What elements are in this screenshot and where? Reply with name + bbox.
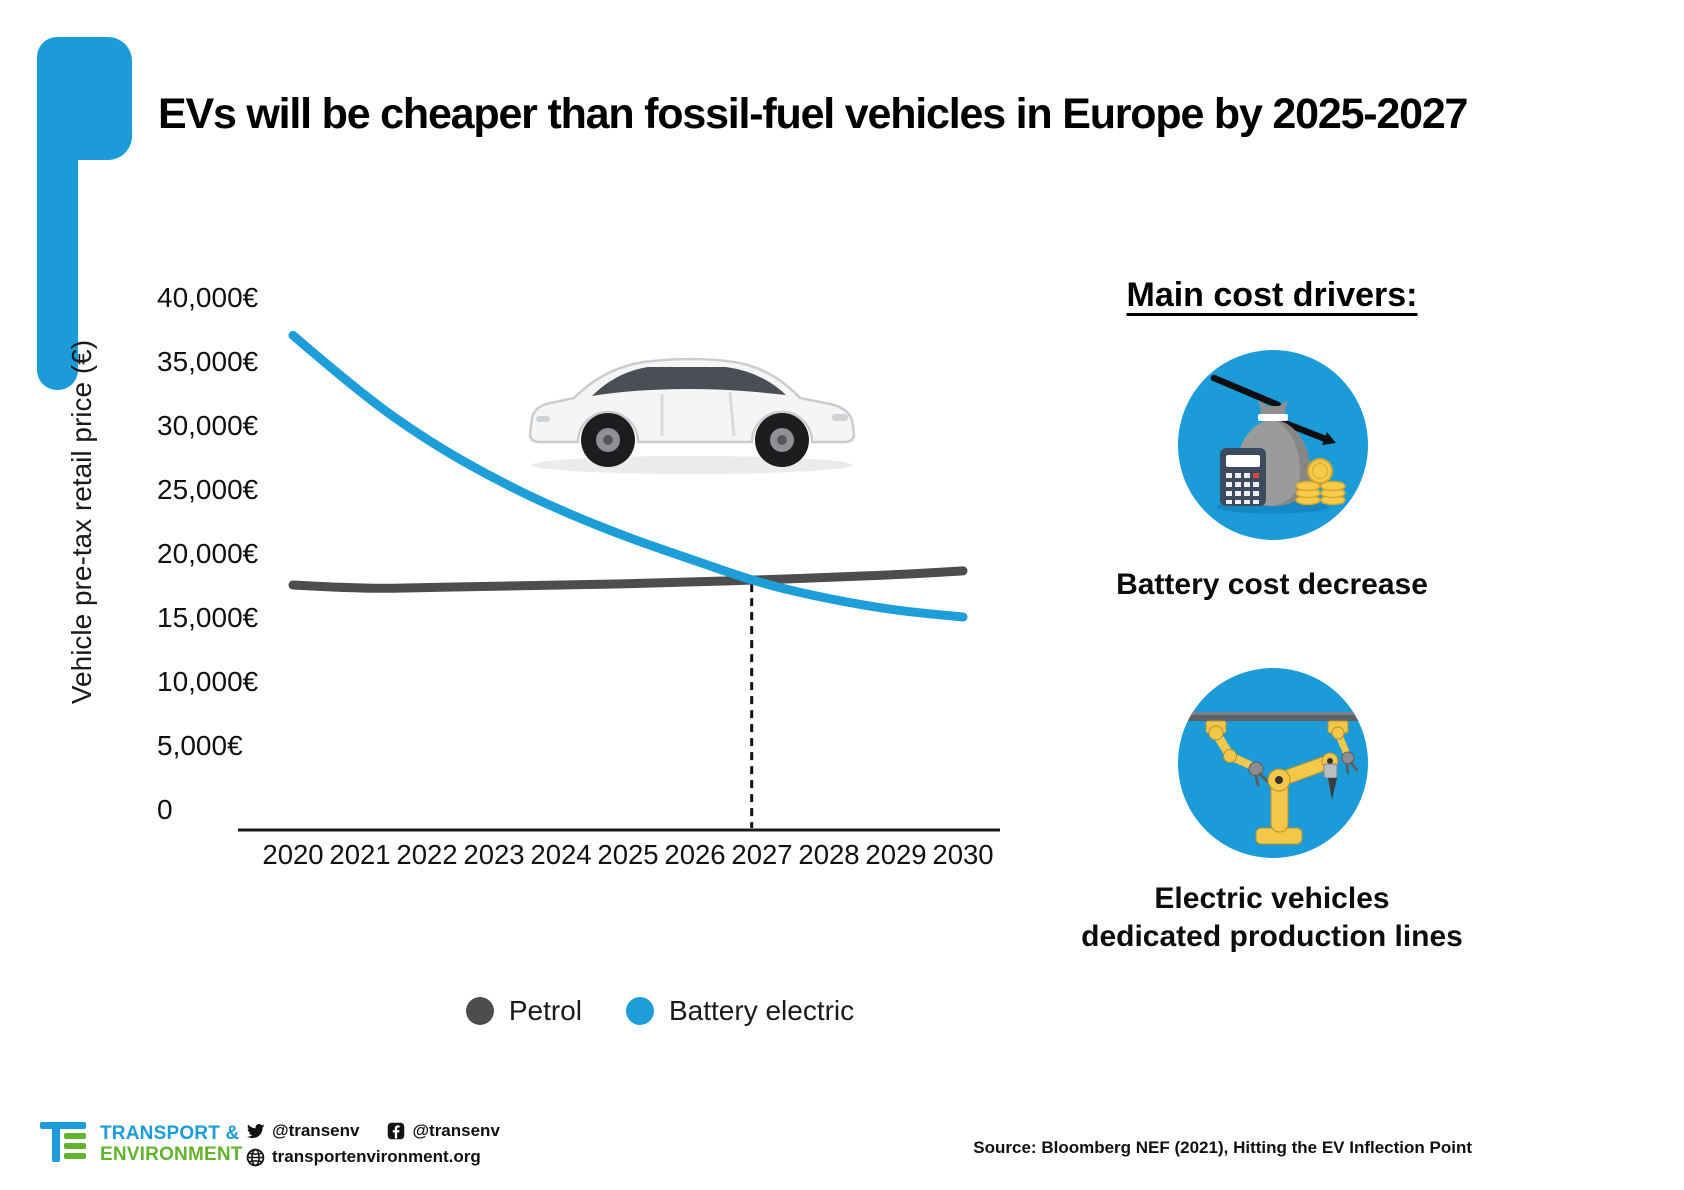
- production-lines-caption-line2: dedicated production lines: [1081, 920, 1463, 953]
- org-name-line1: TRANSPORT &: [100, 1123, 240, 1144]
- legend-label-petrol: Petrol: [508, 995, 582, 1026]
- te-logo-icon: [40, 1122, 86, 1162]
- y-tick-label: 15,000€: [157, 602, 259, 633]
- facebook-handle: @transenv: [412, 1121, 500, 1140]
- x-tick-label: 2022: [396, 839, 457, 870]
- y-tick-label: 20,000€: [157, 538, 259, 569]
- x-tick-label: 2027: [731, 839, 792, 870]
- y-tick-label: 0: [157, 794, 173, 825]
- legend-label-battery-electric: Battery electric: [668, 995, 855, 1026]
- source-citation: Source: Bloomberg NEF (2021), Hitting th…: [973, 1138, 1472, 1157]
- petrol-legend-dot-icon: [465, 997, 494, 1025]
- x-tick-label: 2023: [463, 839, 524, 870]
- x-tick-label: 2030: [932, 839, 993, 870]
- y-tick-label: 35,000€: [157, 346, 259, 377]
- battery-cost-caption: Battery cost decrease: [1116, 568, 1428, 601]
- chart-legend: Petrol Battery electric: [260, 995, 1060, 1027]
- y-tick-label: 30,000€: [157, 410, 259, 441]
- production-lines-caption-line1: Electric vehicles: [1154, 882, 1390, 915]
- y-tick-label: 25,000€: [157, 474, 259, 505]
- corner-accent-icon: [37, 37, 132, 390]
- y-tick-label: 10,000€: [157, 666, 259, 697]
- legend-item-battery-electric: Battery electric: [625, 995, 855, 1027]
- x-tick-label: 2020: [262, 839, 323, 870]
- petrol-line: [288, 566, 968, 593]
- production-lines-icon: [1178, 668, 1368, 858]
- org-name-line2: ENVIRONMENT: [100, 1144, 243, 1165]
- y-tick-label: 5,000€: [157, 730, 243, 761]
- battery-cost-decrease-icon: [1178, 350, 1368, 540]
- y-axis-tick-labels: 40,000€ 35,000€ 30,000€ 25,000€ 20,000€ 15,00…: [157, 282, 259, 825]
- main-cost-drivers-heading: Main cost drivers:: [1126, 276, 1418, 314]
- globe-icon: [246, 1148, 265, 1166]
- facebook-icon: [388, 1122, 405, 1140]
- battery-electric-legend-dot-icon: [625, 997, 654, 1025]
- page-title: EVs will be cheaper than fossil-fuel veh…: [158, 90, 1468, 138]
- x-axis-tick-labels: 2020 2021 2022 2023 2024 2025 2026 2027 2028 2029…: [262, 839, 993, 870]
- production-lines-caption: Electric vehicles dedicated production l…: [1022, 880, 1522, 956]
- x-tick-label: 2021: [329, 839, 390, 870]
- y-tick-label: 40,000€: [157, 282, 259, 313]
- social-links: @transenv @transenv transportenvironment…: [246, 1120, 500, 1172]
- twitter-handle: @transenv: [272, 1121, 360, 1140]
- car-image: [528, 357, 856, 474]
- x-tick-label: 2029: [865, 839, 926, 870]
- twitter-icon: [246, 1123, 265, 1138]
- legend-item-petrol: Petrol: [465, 995, 582, 1027]
- x-tick-label: 2026: [664, 839, 725, 870]
- website: transportenvironment.org: [272, 1147, 481, 1166]
- x-tick-label: 2028: [798, 839, 859, 870]
- org-name: TRANSPORT & ENVIRONMENT: [100, 1123, 243, 1165]
- battery-electric-line: [288, 330, 968, 622]
- x-tick-label: 2025: [597, 839, 658, 870]
- x-tick-label: 2024: [530, 839, 591, 870]
